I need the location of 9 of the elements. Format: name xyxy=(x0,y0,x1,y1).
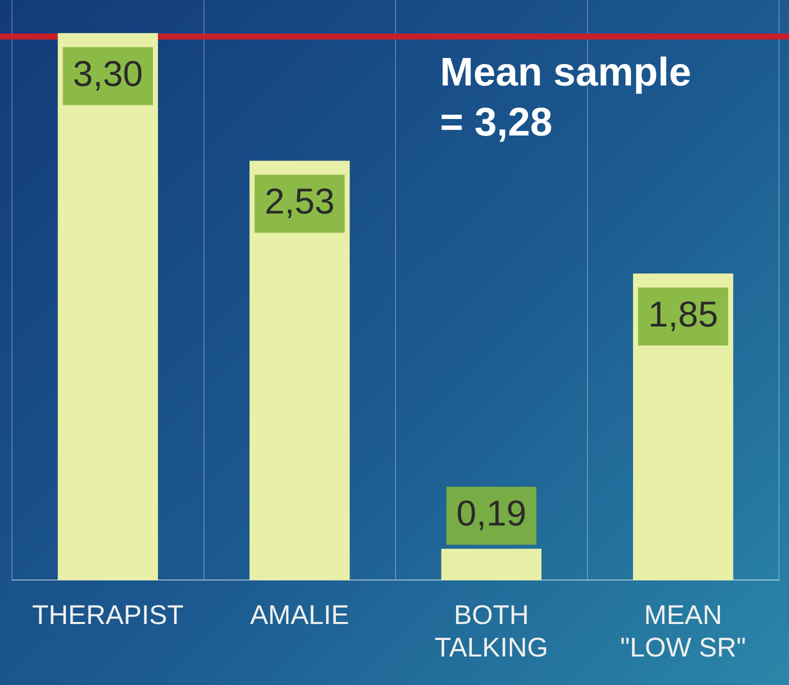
x-tick-label: BOTH TALKING xyxy=(434,600,548,662)
x-tick-label: AMALIE xyxy=(250,600,350,630)
data-label: 3,30 xyxy=(72,53,143,94)
ref-line-label: Mean sample = 3,28 xyxy=(440,50,692,144)
x-tick-label: THERAPIST xyxy=(32,600,184,630)
data-label: 1,85 xyxy=(648,293,718,334)
x-tick-label: MEAN "LOW SR" xyxy=(620,600,746,662)
data-label: 0,19 xyxy=(456,492,526,534)
data-label: 2,53 xyxy=(264,180,335,222)
